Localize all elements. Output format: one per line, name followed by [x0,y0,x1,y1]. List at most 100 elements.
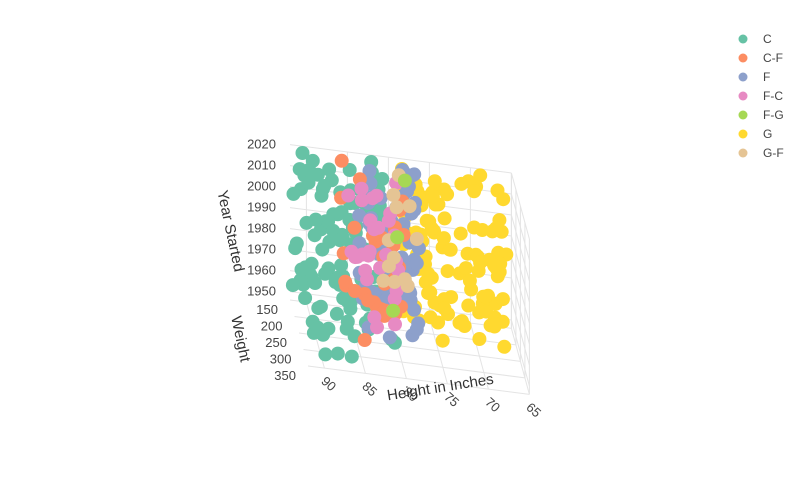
scatter-point-g [427,174,442,189]
scatter-point-c [308,276,323,290]
x-axis-title: Height in Inches [386,371,495,405]
scatter-point-c-f [334,153,349,168]
scatter-point-f-c [365,191,380,206]
scatter-point-c [342,163,357,177]
legend-label-c[interactable]: C [763,32,772,46]
x-tick-label: 70 [482,394,503,415]
scatter-point-c [289,236,304,251]
scatter-point-g [487,258,502,273]
scatter-point-c-f [347,284,362,298]
z-tick-label: 1950 [247,284,276,299]
scatter-point-c [322,162,337,177]
legend-marker-c [738,34,748,44]
scatter-point-g [443,242,458,257]
scatter-point-g [488,317,503,332]
scatter-point-g [495,292,510,307]
scatter-point-g [421,266,436,281]
y-tick-label: 300 [270,352,292,367]
legend-label-g-f[interactable]: G-F [763,146,784,160]
scatter-point-f-c [358,263,373,278]
scatter-point-g [475,223,490,237]
scatter-point-g [436,231,451,246]
scatter-point-g [472,332,487,346]
scatter-point-g [461,298,476,313]
scatter-points [285,146,514,364]
y-axis-title: Weight [227,315,253,365]
legend-label-f[interactable]: F [763,70,770,84]
scatter-point-c [294,262,309,277]
scatter-point-g [478,289,493,304]
scatter-point-g [425,189,440,204]
scatter-point-g [458,261,473,276]
scatter-point-f [362,164,377,178]
y-tick-label: 350 [274,368,296,383]
scatter-point-g-f [397,272,412,287]
legend-label-f-c[interactable]: F-C [763,89,783,103]
scatter-point-g [473,168,488,183]
legend-label-g[interactable]: G [763,127,772,141]
scatter-point-g [440,187,455,202]
scatter-point-c-f [361,293,376,308]
scatter-point-g [497,339,512,354]
scatter-point-c [344,349,359,364]
scatter-point-f-g [390,230,405,245]
scatter-point-c [334,258,349,273]
scatter-point-c-f [338,274,353,289]
scatter-point-g [488,221,503,236]
scatter-point-g [479,304,494,319]
scatter-point-c [310,320,325,335]
scatter-point-c [317,179,332,193]
z-tick-label: 2020 [247,137,276,152]
scatter-point-g [473,255,488,270]
scatter-point-f-c [381,213,396,228]
scatter-point-g [496,192,511,207]
scatter-point-g [437,211,452,226]
scatter-point-f [352,208,367,223]
scatter-point-g [462,273,477,288]
scatter-point-g [454,314,469,329]
scatter-point-g [467,184,482,199]
z-tick-label: 1980 [247,221,276,236]
scatter-point-c [286,186,301,201]
y-tick-label: 200 [261,319,283,334]
scatter-point-f-c [354,193,369,208]
scatter-point-g [454,176,469,191]
scatter-point-c [308,212,323,227]
scatter-point-f-g [386,303,401,318]
scatter-point-c [340,314,355,329]
scatter-point-c [330,346,345,361]
z-tick-label: 2000 [247,179,276,194]
scatter-point-c [295,146,310,160]
scatter-point-f-c [341,188,356,203]
scatter-point-f-g [397,173,412,188]
x-tick-label: 85 [359,379,380,400]
scatter-point-c [313,299,328,314]
scatter-point-f-c [348,250,363,265]
scatter-point-c [318,347,333,362]
scatter-point-g [453,226,468,241]
scatter-point-c-f [347,220,362,235]
scatter-point-c [322,234,337,249]
legend-marker-f [738,72,748,82]
scatter-point-g-f [376,273,391,288]
legend-marker-c-f [738,53,748,63]
scatter-point-g [435,333,450,348]
scatter-point-c [298,291,313,305]
legend-marker-g [738,129,748,139]
legend: C C-F F F-C F-G G G-F [738,32,784,160]
scatter-point-c [335,230,350,245]
scatter-point-f [411,316,426,331]
scatter-point-g-f [386,250,401,265]
scatter-point-f-c [354,181,369,196]
legend-marker-f-c [738,91,748,101]
scatter-point-f [409,256,424,271]
legend-label-c-f[interactable]: C-F [763,51,783,65]
scatter-point-g [419,213,434,228]
legend-label-f-g[interactable]: F-G [763,108,784,122]
scatter-point-f-c [388,317,402,332]
scatter-point-f [382,330,397,345]
scatter-point-g-f [386,188,401,202]
y-tick-label: 250 [265,335,287,350]
